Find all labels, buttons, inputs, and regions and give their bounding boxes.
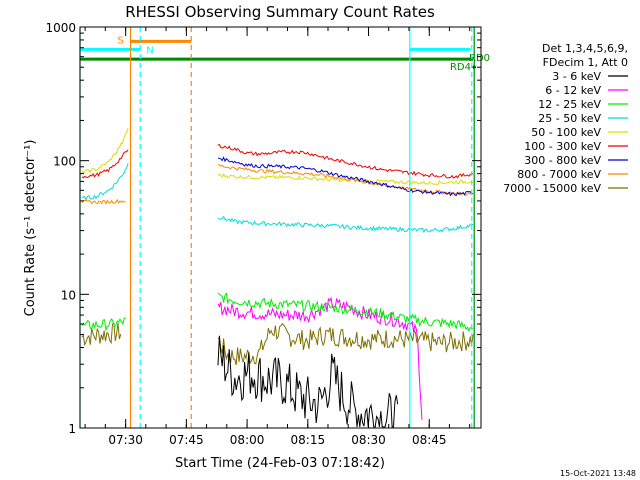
bar_N_left-label: N bbox=[146, 45, 153, 56]
legend-label: 50 - 100 keV bbox=[531, 126, 601, 139]
bar_S-label: S bbox=[118, 35, 124, 46]
plot-frame bbox=[79, 26, 482, 429]
x-tick-label: 08:00 bbox=[230, 433, 265, 447]
footer-timestamp: 15-Oct-2021 13:48 bbox=[560, 469, 636, 478]
series-line bbox=[217, 156, 474, 197]
legend-header-line: FDecim 1, Att 0 bbox=[543, 56, 628, 69]
x-tick-label: 08:30 bbox=[351, 433, 386, 447]
x-tick-label: 08:15 bbox=[291, 433, 326, 447]
series-line bbox=[217, 215, 474, 234]
y-tick-label: 1 bbox=[68, 422, 76, 436]
x-tick-label: 07:45 bbox=[169, 433, 204, 447]
axis-ticks: 07:30 07:45 08:00 08:15 08:30 08:45 1 10 100 1000 bbox=[45, 21, 481, 447]
legend: Det 1,3,4,5,6,9, FDecim 1, Att 0 3 - 6 k… bbox=[503, 42, 628, 195]
y-tick-label: 1000 bbox=[45, 21, 76, 35]
bar_RD4-label: RD4 bbox=[450, 62, 471, 73]
series-line bbox=[217, 335, 399, 428]
x-tick-label: 07:30 bbox=[108, 433, 143, 447]
legend-label: 300 - 800 keV bbox=[524, 154, 601, 167]
legend-label: 800 - 7000 keV bbox=[517, 168, 601, 181]
rd0-label: RD0 bbox=[469, 53, 490, 64]
legend-label: 7000 - 15000 keV bbox=[503, 182, 601, 195]
chart-title: RHESSI Observing Summary Count Rates bbox=[125, 3, 435, 21]
series-line bbox=[81, 198, 126, 205]
series-line bbox=[217, 292, 474, 332]
series-line bbox=[217, 163, 474, 196]
series-line bbox=[81, 149, 129, 179]
x-axis-label: Start Time (24-Feb-03 07:18:42) bbox=[175, 456, 385, 471]
y-axis-label: Count Rate (s⁻¹ detector⁻¹) bbox=[23, 140, 38, 317]
legend-label: 12 - 25 keV bbox=[538, 98, 601, 111]
series-line bbox=[81, 317, 126, 332]
legend-header-line: Det 1,3,4,5,6,9, bbox=[542, 42, 628, 55]
series-line bbox=[81, 163, 129, 202]
y-tick-label: 100 bbox=[53, 155, 76, 169]
series-lines bbox=[81, 127, 474, 428]
series-line bbox=[217, 322, 474, 366]
series-line bbox=[217, 144, 473, 179]
legend-label: 25 - 50 keV bbox=[538, 112, 601, 125]
legend-label: 100 - 300 keV bbox=[524, 140, 601, 153]
series-line bbox=[217, 296, 423, 420]
x-tick-label: 08:45 bbox=[412, 433, 447, 447]
legend-label: 6 - 12 keV bbox=[545, 84, 601, 97]
y-tick-label: 10 bbox=[61, 288, 76, 302]
series-line bbox=[81, 322, 122, 347]
series-line bbox=[81, 127, 129, 175]
legend-label: 3 - 6 keV bbox=[552, 70, 601, 83]
